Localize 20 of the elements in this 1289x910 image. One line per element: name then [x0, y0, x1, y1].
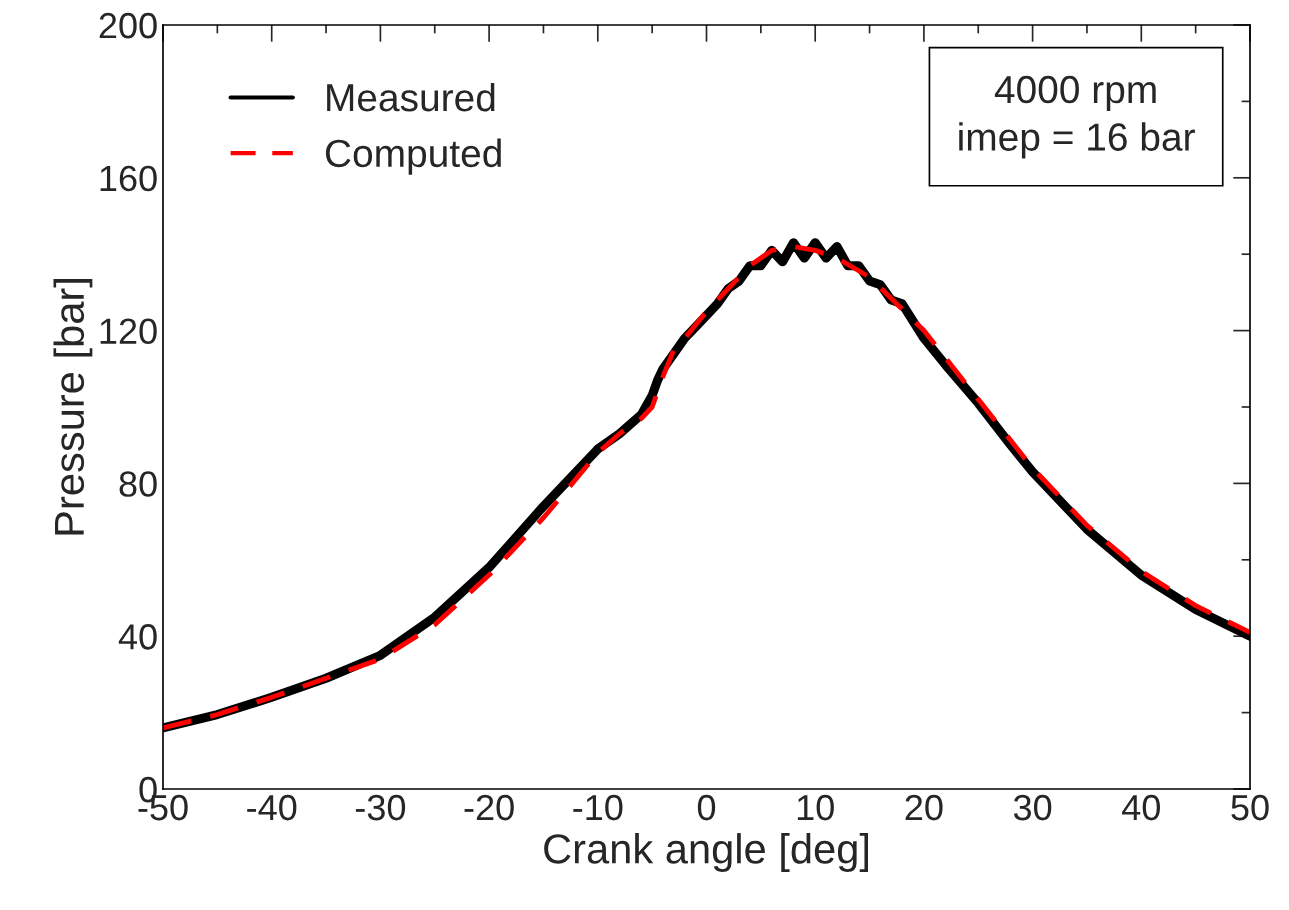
x-tick-label: -40 [247, 794, 297, 821]
y-tick-label: 120 [100, 318, 157, 345]
x-tick-label: 50 [1231, 794, 1269, 821]
x-tick-label: -10 [573, 794, 623, 821]
x-tick-label: 10 [797, 794, 834, 821]
y-tick-label: 200 [99, 12, 157, 39]
x-axis-title: Crank angle [deg] [544, 833, 868, 872]
y-tick-label: 80 [119, 471, 157, 497]
legend-label: Measured [327, 82, 495, 112]
y-tick-label: 40 [118, 624, 157, 650]
x-tick-label: -20 [464, 794, 514, 821]
y-tick-label: 160 [100, 165, 157, 192]
legend-label: Computed [325, 138, 501, 175]
x-tick-label: 30 [1013, 794, 1052, 821]
x-tick-label: 20 [905, 794, 943, 821]
annotation: 4000 rpm imep = 16 bar [959, 75, 1195, 159]
y-axis-title: Pressure [bar] [53, 279, 93, 535]
x-tick-label: 40 [1122, 794, 1160, 821]
x-tick-label: 0 [697, 794, 716, 821]
x-tick-label: -30 [355, 794, 406, 821]
